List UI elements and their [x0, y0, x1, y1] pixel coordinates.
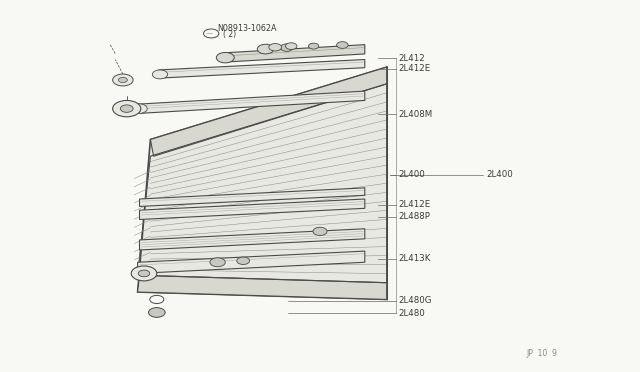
Circle shape: [269, 44, 282, 51]
Circle shape: [152, 70, 168, 79]
Polygon shape: [140, 199, 365, 219]
Polygon shape: [138, 275, 387, 299]
Circle shape: [285, 43, 297, 49]
Text: 2L412E: 2L412E: [399, 64, 431, 73]
Circle shape: [210, 258, 225, 267]
Polygon shape: [224, 45, 365, 62]
Polygon shape: [140, 188, 365, 206]
Polygon shape: [159, 60, 365, 78]
Text: 2L480: 2L480: [399, 309, 426, 318]
Circle shape: [280, 44, 293, 51]
Circle shape: [131, 266, 157, 281]
Circle shape: [308, 43, 319, 49]
Circle shape: [148, 308, 165, 317]
Circle shape: [237, 257, 250, 264]
Text: 2L412E: 2L412E: [399, 200, 431, 209]
Polygon shape: [150, 67, 387, 156]
Circle shape: [216, 52, 234, 63]
Text: 2L400: 2L400: [399, 170, 426, 179]
Circle shape: [257, 44, 274, 54]
Text: N08913-1062A: N08913-1062A: [218, 24, 277, 33]
Text: 2L408M: 2L408M: [399, 110, 433, 119]
Circle shape: [113, 100, 141, 117]
Polygon shape: [138, 67, 387, 299]
Circle shape: [120, 105, 133, 112]
Text: JP  10  9: JP 10 9: [526, 349, 557, 358]
Text: ( 2): ( 2): [223, 30, 236, 39]
Polygon shape: [140, 229, 365, 250]
Text: 2L412: 2L412: [399, 54, 426, 63]
Circle shape: [313, 227, 327, 235]
Circle shape: [131, 104, 147, 113]
Text: 2L413K: 2L413K: [399, 254, 431, 263]
Polygon shape: [138, 251, 365, 273]
Circle shape: [138, 270, 150, 277]
Text: 2L400: 2L400: [486, 170, 513, 179]
Circle shape: [113, 74, 133, 86]
Text: 2L480G: 2L480G: [399, 296, 432, 305]
Polygon shape: [138, 91, 365, 113]
Circle shape: [337, 42, 348, 48]
Circle shape: [118, 77, 127, 83]
Text: 2L488P: 2L488P: [399, 212, 431, 221]
